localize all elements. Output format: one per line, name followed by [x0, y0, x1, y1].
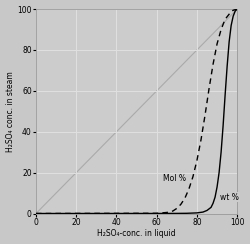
Text: wt %: wt % — [220, 193, 239, 202]
Text: Mol %: Mol % — [163, 174, 186, 183]
Y-axis label: H₂SO₄ conc. in steam: H₂SO₄ conc. in steam — [6, 71, 15, 152]
X-axis label: H₂SO₄-conc. in liquid: H₂SO₄-conc. in liquid — [97, 229, 176, 238]
